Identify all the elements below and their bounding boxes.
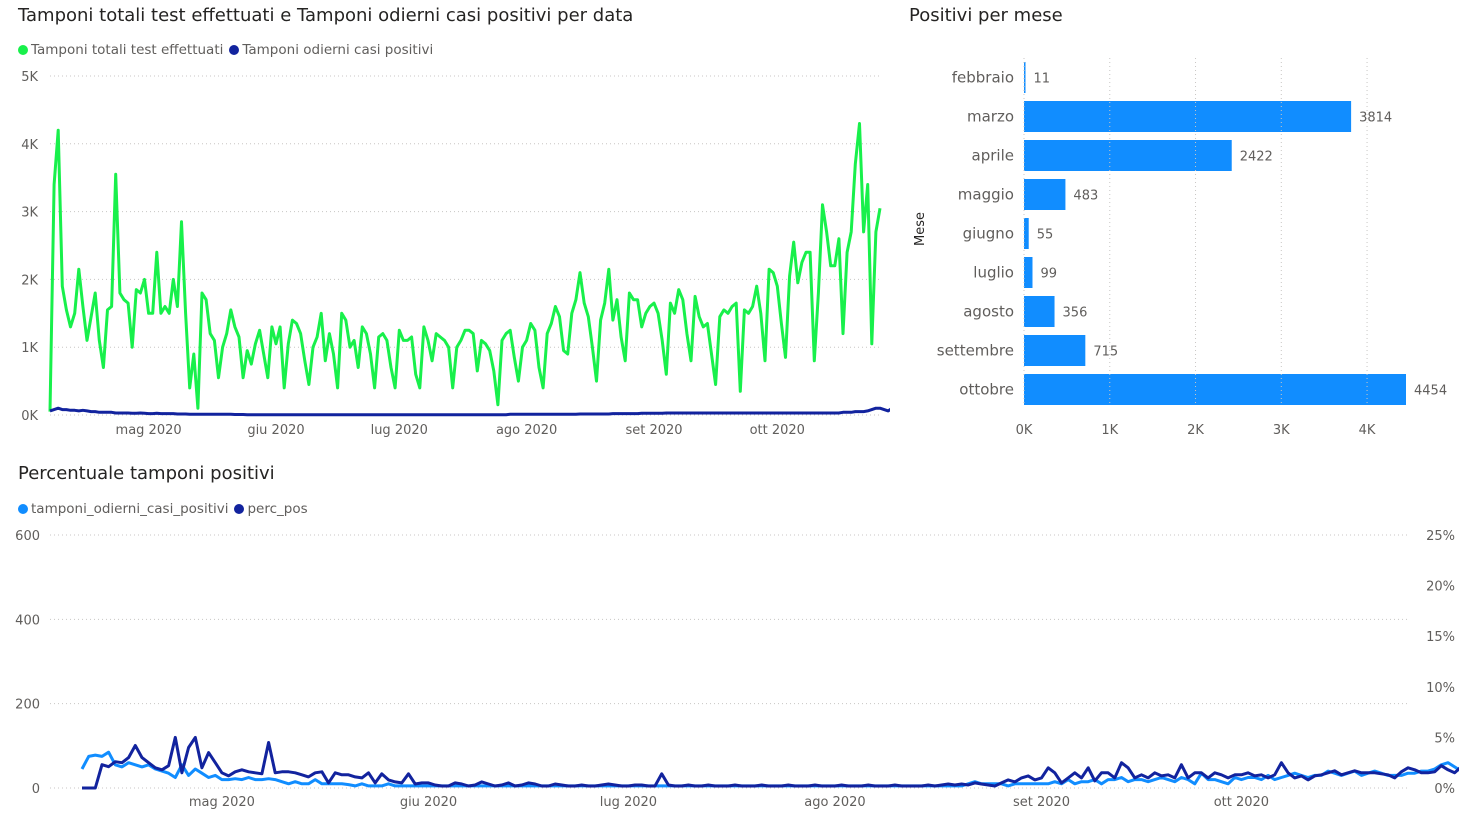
category-label: febbraio: [952, 69, 1014, 87]
y-tick-label-right: 0%: [1434, 782, 1455, 797]
chart3-legend: tamponi_odierni_casi_positivi perc_pos: [18, 501, 314, 517]
legend-label: perc_pos: [247, 501, 308, 517]
legend-dot-icon: [229, 45, 240, 55]
data-label: 55: [1037, 228, 1054, 243]
y-axis-label: Mese: [913, 212, 928, 246]
x-tick-label: ott 2020: [750, 423, 805, 438]
bar[interactable]: [1024, 296, 1055, 327]
bar[interactable]: [1024, 374, 1406, 405]
bar[interactable]: [1024, 179, 1066, 210]
x-tick-label: 1K: [1101, 423, 1118, 438]
chart2-title: Positivi per mese: [909, 5, 1063, 26]
chart3-title: Percentuale tamponi positivi: [18, 463, 275, 484]
data-label: 2422: [1240, 150, 1273, 165]
chart1-legend-item-0[interactable]: Tamponi totali test effettuati: [18, 42, 223, 58]
chart1-title: Tamponi totali test effettuati e Tamponi…: [18, 5, 634, 26]
x-tick-label: 2K: [1187, 423, 1204, 438]
chart-percentuale-tamponi: Percentuale tamponi positivi tamponi_odi…: [0, 458, 1459, 821]
x-tick-label: ago 2020: [496, 423, 557, 438]
category-label: agosto: [963, 303, 1014, 321]
bar[interactable]: [1024, 101, 1352, 132]
bar[interactable]: [1024, 257, 1033, 288]
data-label: 483: [1073, 189, 1098, 204]
y-tick-label: 4K: [21, 138, 38, 153]
category-label: ottobre: [959, 381, 1014, 399]
y-tick-label-left: 600: [15, 529, 40, 544]
x-tick-label: 3K: [1273, 423, 1290, 438]
y-tick-label-left: 200: [15, 698, 40, 713]
data-label: 11: [1034, 72, 1051, 87]
y-tick-label-right: 20%: [1426, 580, 1455, 595]
chart3-plot[interactable]: 0 200 400 600 0% 5% 10% 15% 20% 25% mag 2020 giu 20…: [0, 458, 1459, 821]
legend-label: tamponi_odierni_casi_positivi: [31, 501, 229, 517]
chart3-legend-item-0[interactable]: tamponi_odierni_casi_positivi: [18, 501, 228, 517]
y-tick-label: 0K: [21, 409, 38, 424]
legend-dot-icon: [18, 45, 28, 55]
chart1-plot[interactable]: 0K 1K 2K 3K 4K 5K mag 2020 giu 2020 lug 2020 ago …: [0, 0, 890, 450]
data-label: 4454: [1414, 384, 1447, 399]
y-tick-label-right: 5%: [1434, 731, 1455, 746]
x-tick-label: 4K: [1359, 423, 1376, 438]
x-tick-label: giu 2020: [247, 423, 304, 438]
x-tick-label: lug 2020: [600, 795, 657, 810]
bar[interactable]: [1024, 140, 1232, 171]
chart-positivi-per-mese: Positivi per mese Mese febbraio 11 marzo 381…: [895, 0, 1459, 450]
x-tick-label: mag 2020: [189, 795, 255, 810]
category-label: giugno: [963, 225, 1014, 243]
x-tick-label: mag 2020: [116, 423, 182, 438]
x-tick-label: giu 2020: [400, 795, 457, 810]
data-label: 715: [1093, 345, 1118, 360]
category-label: maggio: [958, 186, 1014, 204]
category-label: marzo: [967, 108, 1014, 126]
y-tick-label-right: 15%: [1426, 630, 1455, 645]
chart2-plot[interactable]: Mese febbraio 11 marzo 3814 aprile 2422 maggio 4…: [895, 0, 1459, 450]
data-label: 356: [1063, 306, 1088, 321]
bar[interactable]: [1024, 335, 1086, 366]
series-line-casi-positivi[interactable]: [80, 569, 1459, 788]
category-label: luglio: [973, 264, 1014, 282]
legend-label: Tamponi totali test effettuati: [31, 42, 224, 58]
series-line-perc-pos[interactable]: [82, 565, 1459, 790]
chart-tamponi-per-data: Tamponi totali test effettuati e Tamponi…: [0, 0, 890, 450]
x-tick-label: set 2020: [1013, 795, 1070, 810]
y-tick-label: 2K: [21, 273, 38, 288]
y-tick-label: 1K: [21, 341, 38, 356]
series-line-tamponi-totali[interactable]: [48, 122, 882, 412]
x-tick-label: 0K: [1016, 423, 1033, 438]
category-label: aprile: [972, 147, 1014, 165]
series-line-casi-positivi[interactable]: [49, 381, 890, 417]
y-tick-label: 3K: [21, 206, 38, 221]
legend-dot-icon: [18, 504, 28, 514]
bar[interactable]: [1024, 62, 1026, 93]
y-tick-label-left: 400: [15, 613, 40, 628]
y-tick-label-right: 25%: [1426, 529, 1455, 544]
chart3-legend-item-1[interactable]: perc_pos: [234, 501, 308, 517]
category-label: settembre: [937, 342, 1014, 360]
bar[interactable]: [1024, 218, 1029, 249]
y-tick-label-left: 0: [32, 782, 40, 797]
y-tick-label: 5K: [21, 70, 38, 85]
x-tick-label: ott 2020: [1214, 795, 1269, 810]
legend-label: Tamponi odierni casi positivi: [242, 42, 434, 58]
data-label: 99: [1040, 267, 1057, 282]
x-tick-label: set 2020: [625, 423, 682, 438]
data-label: 3814: [1359, 111, 1392, 126]
chart1-legend: Tamponi totali test effettuati Tamponi o…: [18, 42, 439, 58]
x-tick-label: ago 2020: [804, 795, 865, 810]
chart1-legend-item-1[interactable]: Tamponi odierni casi positivi: [229, 42, 433, 58]
legend-dot-icon: [234, 504, 245, 514]
x-tick-label: lug 2020: [371, 423, 428, 438]
y-tick-label-right: 10%: [1426, 681, 1455, 696]
